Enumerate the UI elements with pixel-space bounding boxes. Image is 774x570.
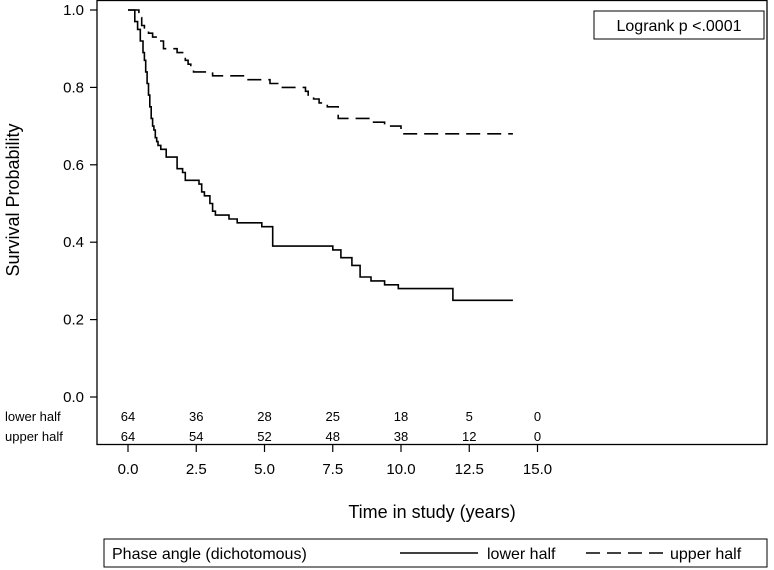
- x-tick-label: 15.0: [523, 461, 552, 478]
- legend: Phase angle (dichotomous) lower half upp…: [103, 538, 768, 568]
- y-tick-label: 0.4: [63, 234, 84, 251]
- x-tick-label: 0.0: [118, 461, 139, 478]
- risk-count: 18: [394, 409, 408, 424]
- x-tick-label: 5.0: [254, 461, 275, 478]
- risk-count: 28: [257, 409, 271, 424]
- y-tick-label: 0.2: [63, 312, 84, 329]
- risk-count: 36: [189, 409, 203, 424]
- logrank-box: [593, 10, 765, 40]
- risk-count: 64: [121, 409, 135, 424]
- risk-count: 0: [534, 429, 541, 444]
- risk-row-label: lower half: [5, 409, 61, 424]
- risk-count: 52: [257, 429, 271, 444]
- y-tick-label: 1.0: [63, 2, 84, 19]
- y-axis-title: Survival Probability: [3, 123, 23, 276]
- legend-title: Phase angle (dichotomous): [112, 546, 307, 563]
- risk-count: 38: [394, 429, 408, 444]
- x-tick-label: 12.5: [455, 461, 484, 478]
- logrank-text: Logrank p <.0001: [617, 18, 742, 35]
- risk-count: 54: [189, 429, 203, 444]
- y-tick-label: 0.8: [63, 79, 84, 96]
- survival-curve-upper-half: [128, 9, 513, 135]
- survival-curves: [128, 9, 513, 302]
- legend-label-upper-half: upper half: [670, 546, 742, 563]
- risk-row-label: upper half: [5, 429, 63, 444]
- risk-count: 64: [121, 429, 135, 444]
- x-tick-label: 2.5: [186, 461, 207, 478]
- number-at-risk-table: lower half 64 36 28 25 18 5 0 upper half 64 54 52 48…: [5, 409, 541, 444]
- y-tick-label: 0.0: [63, 389, 84, 406]
- survival-curve-lower-half: [128, 9, 513, 302]
- risk-count: 5: [466, 409, 473, 424]
- logrank-annotation: Logrank p <.0001: [593, 10, 765, 40]
- y-axis: 0.0 0.2 0.4 0.6 0.8 1.0: [63, 2, 97, 406]
- x-tick-label: 7.5: [322, 461, 343, 478]
- risk-count: 12: [462, 429, 476, 444]
- legend-label-lower-half: lower half: [487, 546, 556, 563]
- risk-count: 25: [326, 409, 340, 424]
- risk-count: 48: [326, 429, 340, 444]
- x-axis: 0.0 2.5 5.0 7.5 10.0 12.5 15.0: [118, 445, 552, 478]
- x-tick-label: 10.0: [386, 461, 415, 478]
- risk-count: 0: [534, 409, 541, 424]
- plot-frame: [96, 0, 768, 446]
- y-tick-label: 0.6: [63, 157, 84, 174]
- x-axis-title: Time in study (years): [348, 502, 515, 522]
